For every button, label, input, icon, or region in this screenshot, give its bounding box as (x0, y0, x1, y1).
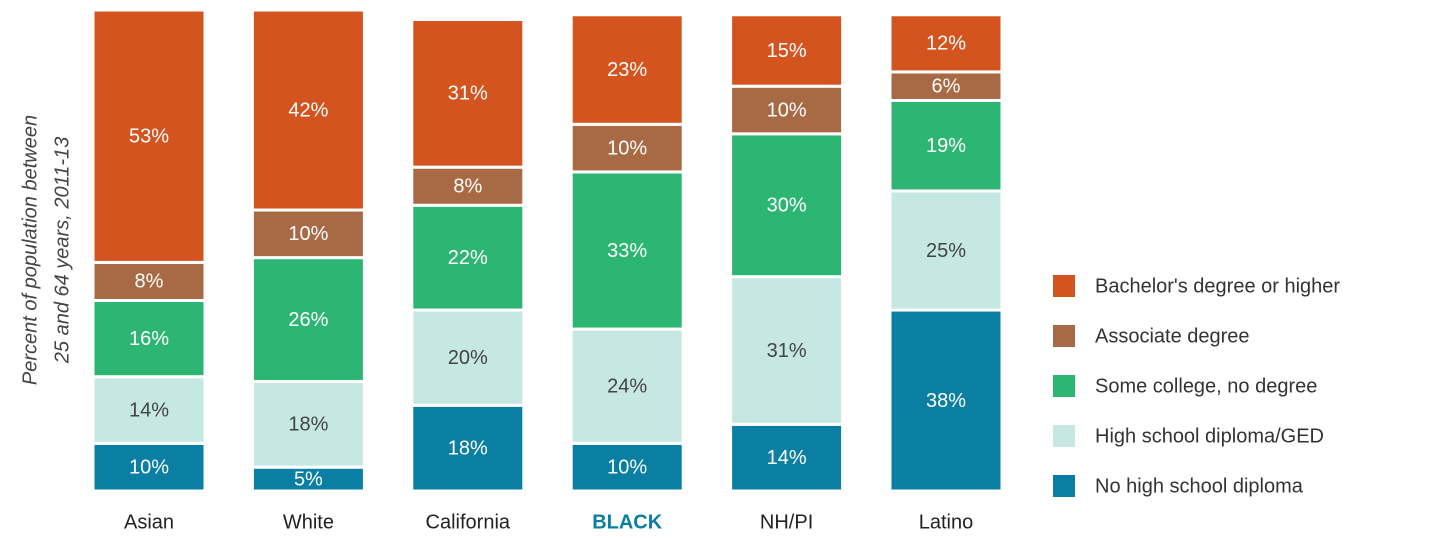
legend-label: High school diploma/GED (1095, 425, 1324, 447)
data-label: 10% (288, 223, 328, 245)
bar-segment (250, 256, 366, 383)
x-tick-label: Asian (124, 511, 174, 533)
data-label: 8% (453, 175, 482, 197)
data-label: 10% (607, 137, 647, 159)
bar-segment (888, 70, 1004, 102)
bar-segment (888, 189, 1004, 312)
data-label: 10% (607, 456, 647, 478)
x-tick-label: NH/PI (760, 511, 813, 533)
y-axis-label-line: Percent of population between (19, 115, 41, 385)
data-label: 31% (448, 83, 488, 105)
bar-segment (569, 13, 685, 126)
legend-swatch (1053, 375, 1075, 397)
data-label: 20% (448, 347, 488, 369)
data-label: 12% (926, 33, 966, 55)
bar-segment (888, 13, 1004, 74)
data-label: 14% (129, 399, 169, 421)
bar-segment (410, 18, 526, 169)
legend-swatch (1053, 325, 1075, 347)
bar-segment (250, 379, 366, 469)
x-tick-label: California (426, 511, 511, 533)
y-axis-label: Percent of population between 25 and 64 … (19, 115, 73, 385)
y-axis-label-line: 25 and 64 years, 2011-13 (51, 137, 73, 364)
data-label: 33% (607, 240, 647, 262)
x-tick-label: White (283, 511, 334, 533)
data-label: 19% (926, 135, 966, 157)
legend-swatch (1053, 275, 1075, 297)
bar-segment (729, 422, 845, 493)
bar-segment (410, 308, 526, 407)
data-label: 6% (932, 75, 961, 97)
legend-label: No high school diploma (1095, 475, 1304, 497)
data-label: 24% (607, 376, 647, 398)
data-label: 14% (767, 447, 807, 469)
data-label: 38% (926, 390, 966, 412)
data-label: 31% (767, 340, 807, 362)
data-label: 8% (135, 271, 164, 293)
bar-segment (91, 8, 207, 264)
x-tick-label: Latino (919, 511, 974, 533)
data-label: 42% (288, 99, 328, 121)
bar-segment (91, 441, 207, 493)
legend-label: Bachelor's degree or higher (1095, 275, 1340, 297)
data-label: 10% (129, 456, 169, 478)
bar-segment (569, 327, 685, 445)
bar-segment (91, 260, 207, 303)
bar-segment (569, 441, 685, 493)
legend-label: Associate degree (1095, 325, 1250, 347)
bar-segment (569, 122, 685, 174)
bar-segment (410, 165, 526, 207)
bar-segment (91, 375, 207, 445)
data-label: 22% (448, 247, 488, 269)
legend-swatch (1053, 475, 1075, 497)
data-label: 15% (767, 40, 807, 62)
bar-segment (729, 132, 845, 279)
data-label: 25% (926, 240, 966, 262)
bar-segment (410, 203, 526, 312)
data-label: 23% (607, 59, 647, 81)
data-label: 18% (448, 437, 488, 459)
x-tick-label: BLACK (592, 511, 663, 533)
bar-segment (569, 170, 685, 331)
data-label: 30% (767, 195, 807, 217)
bar-segment (250, 8, 366, 212)
data-label: 26% (288, 309, 328, 331)
data-label: 53% (129, 125, 169, 147)
data-label: 18% (288, 414, 328, 436)
legend-label: Some college, no degree (1095, 375, 1317, 397)
bar-segment (729, 13, 845, 88)
data-label: 16% (129, 328, 169, 350)
data-label: 10% (767, 99, 807, 121)
data-label: 5% (294, 468, 323, 490)
legend-swatch (1053, 425, 1075, 447)
